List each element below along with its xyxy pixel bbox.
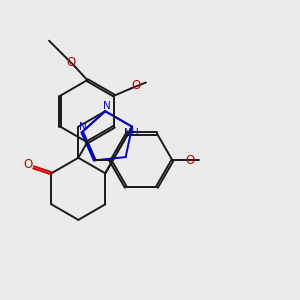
- Text: NH: NH: [124, 128, 138, 138]
- Text: N: N: [103, 101, 110, 111]
- Text: O: O: [186, 154, 195, 167]
- Text: O: O: [67, 56, 76, 69]
- Text: N: N: [80, 122, 87, 132]
- Text: O: O: [131, 79, 140, 92]
- Text: O: O: [23, 158, 33, 171]
